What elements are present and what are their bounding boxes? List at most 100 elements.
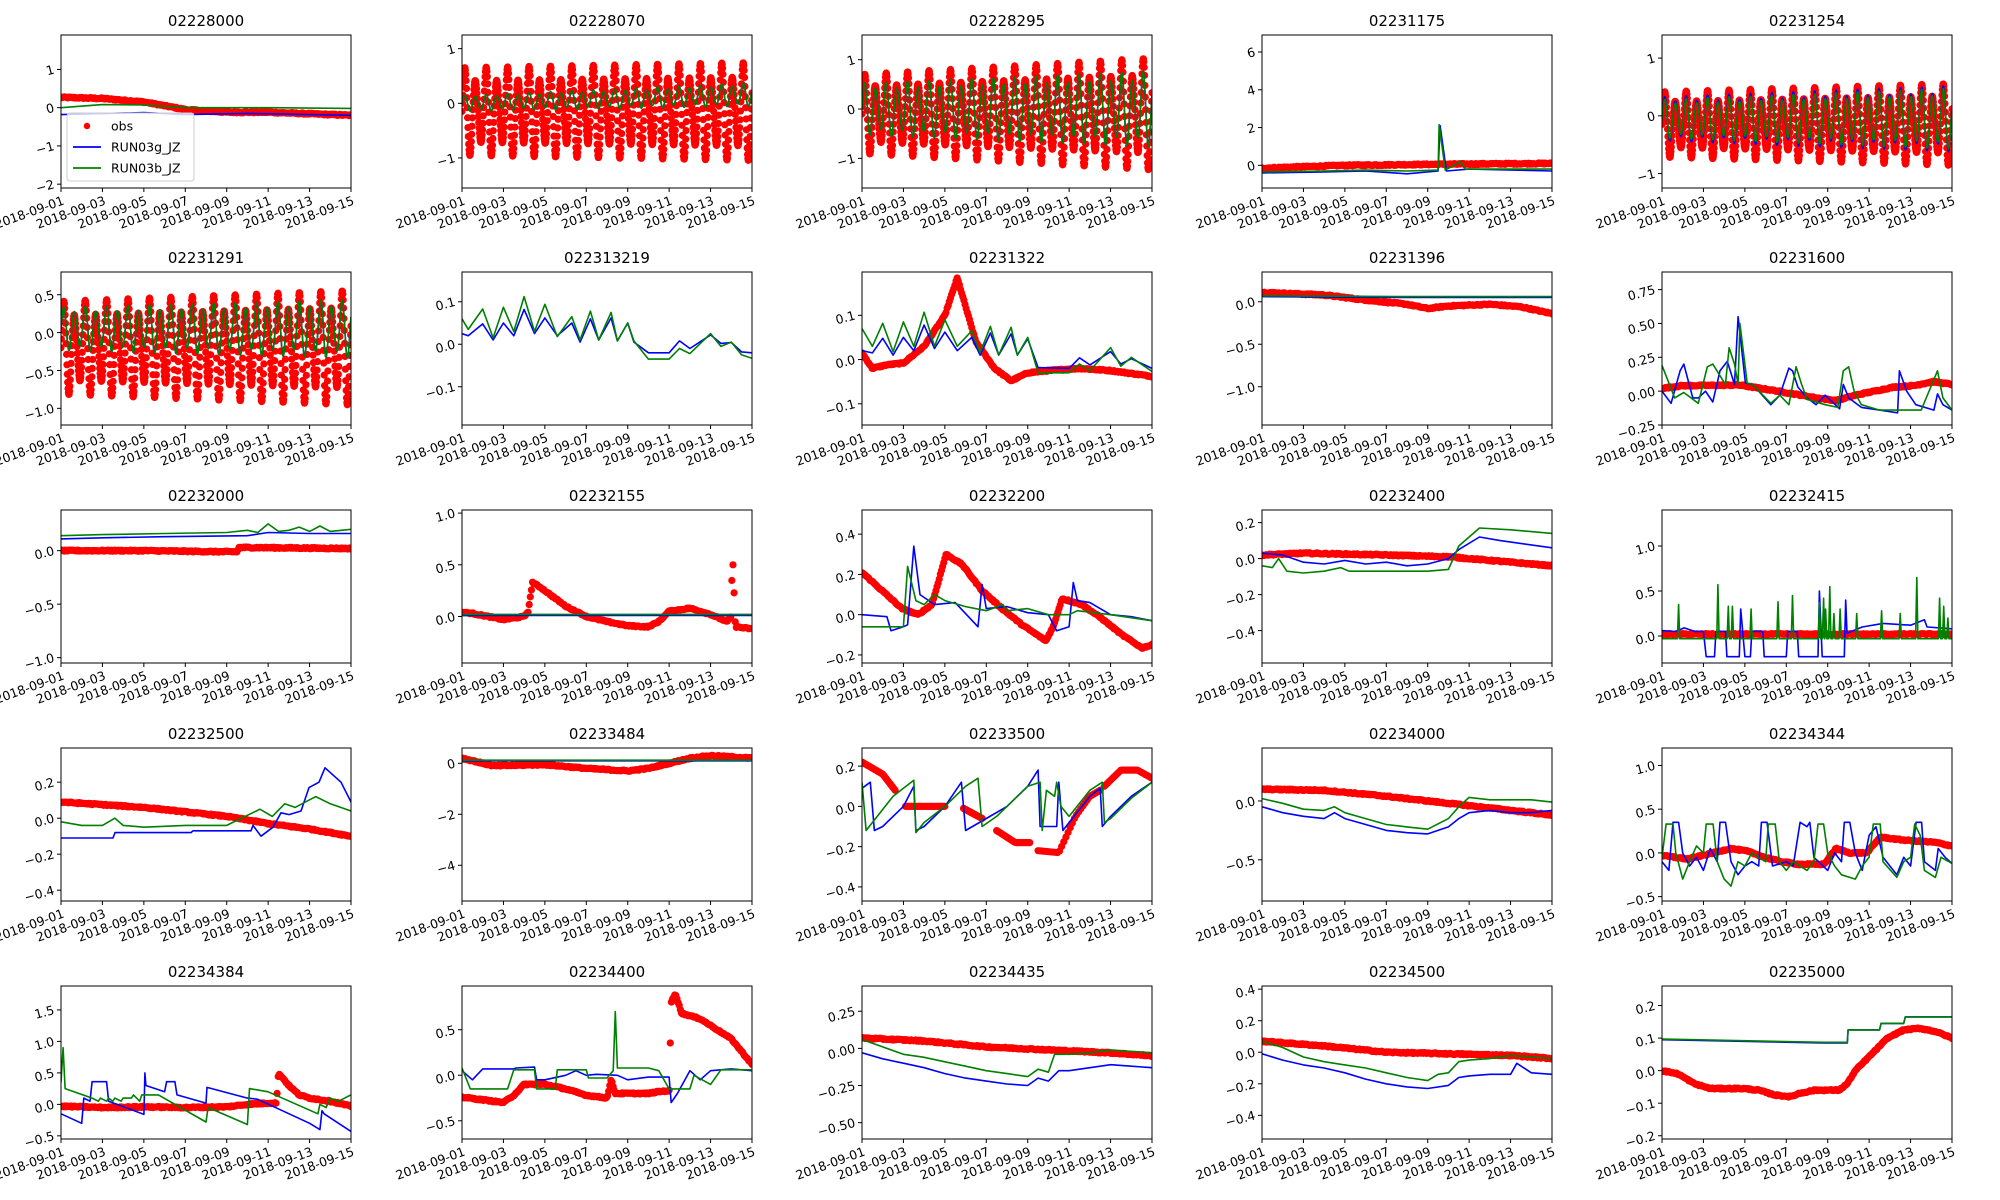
obs-point (227, 370, 235, 379)
panel-02228000: 02228000−2−1012018-09-012018-09-032018-0… (0, 12, 356, 232)
obs-point (489, 134, 497, 143)
obs-point (1124, 157, 1132, 166)
obs-point (667, 114, 675, 122)
obs-point (710, 107, 718, 115)
obs-point (1902, 152, 1911, 161)
obs-point (510, 131, 519, 139)
obs-point (629, 110, 637, 118)
y-tick-label: 0 (445, 96, 457, 113)
obs-point (1016, 154, 1025, 162)
obs-point (1028, 135, 1036, 143)
obs-point (280, 391, 288, 399)
obs-point (153, 362, 161, 370)
obs-point (575, 128, 583, 137)
obs-point (313, 358, 322, 366)
obs-point (136, 326, 144, 334)
obs-point (277, 359, 285, 368)
obs-point (142, 354, 150, 362)
obs-point (195, 363, 204, 371)
obs-point (682, 126, 690, 135)
obs-point (633, 66, 641, 74)
obs-point (1102, 153, 1111, 161)
obs-point (500, 123, 508, 131)
plot-area (1262, 123, 1552, 175)
obs-point (942, 132, 951, 140)
obs-point (1092, 140, 1100, 148)
obs-point (596, 125, 605, 133)
obs-point (532, 128, 540, 136)
obs-point (1796, 147, 1804, 155)
obs-point (676, 79, 685, 87)
obs-point (291, 369, 300, 377)
obs-point (617, 137, 625, 146)
obs-point (99, 353, 108, 361)
panel-title: 02228000 (168, 12, 244, 30)
panel-title: 02231175 (1369, 12, 1445, 30)
panel-title: 02231322 (969, 249, 1045, 267)
panel-title: 02231396 (1369, 249, 1445, 267)
obs-point (1081, 155, 1089, 163)
obs-point (270, 365, 278, 373)
obs-point (142, 361, 150, 370)
plot-area (61, 523, 351, 556)
obs-point (253, 294, 261, 302)
y-tick-label: 0.0 (834, 352, 857, 372)
obs-point (522, 112, 530, 121)
y-tick-label: −1 (435, 150, 457, 169)
obs-point (862, 76, 870, 84)
y-tick-label: −0.1 (424, 379, 457, 401)
obs-point (483, 67, 491, 76)
obs-point (217, 359, 225, 367)
panel-title: 02232000 (168, 487, 244, 505)
obs-point (931, 144, 939, 152)
panel-title: 022313219 (564, 249, 650, 267)
obs-point (131, 366, 139, 374)
obs-point (591, 81, 599, 90)
series-run03b-jz (1262, 295, 1552, 298)
obs-point (346, 341, 351, 349)
obs-point (1060, 151, 1068, 159)
obs-point (964, 135, 972, 143)
obs-point (324, 356, 332, 364)
obs-point (676, 65, 684, 73)
obs-point (617, 144, 625, 152)
obs-point (531, 148, 539, 156)
obs-point (87, 386, 95, 394)
plot-area (61, 287, 351, 409)
obs-point (152, 371, 160, 379)
obs-point (682, 135, 690, 143)
obs-point (1054, 63, 1062, 71)
obs-point (195, 381, 203, 389)
obs-point (968, 68, 977, 76)
obs-point (174, 357, 182, 366)
obs-point (548, 74, 556, 83)
obs-point (238, 364, 246, 372)
obs-point (718, 64, 727, 72)
obs-point (215, 391, 224, 399)
obs-point (206, 367, 214, 375)
obs-point (1135, 142, 1143, 150)
obs-point (1548, 310, 1552, 318)
obs-point (323, 393, 331, 401)
axes-frame (1661, 34, 1953, 189)
obs-point (490, 118, 498, 127)
obs-point (302, 381, 310, 389)
obs-point (344, 390, 351, 398)
obs-point (985, 133, 993, 141)
axes-frame (461, 271, 753, 426)
obs-point (153, 352, 161, 360)
obs-point (638, 142, 647, 150)
obs-point (735, 136, 743, 144)
obs-point (618, 112, 627, 120)
obs-point (125, 299, 133, 307)
obs-point (164, 350, 172, 358)
panel-02231175: 0223117502462018-09-012018-09-032018-09-… (1194, 12, 1557, 232)
obs-point (611, 64, 619, 73)
obs-point (1038, 152, 1046, 161)
obs-point (731, 110, 739, 119)
obs-point (974, 151, 982, 159)
y-tick-label: 1 (44, 62, 56, 79)
obs-point (602, 105, 611, 113)
series-obs (61, 543, 351, 556)
